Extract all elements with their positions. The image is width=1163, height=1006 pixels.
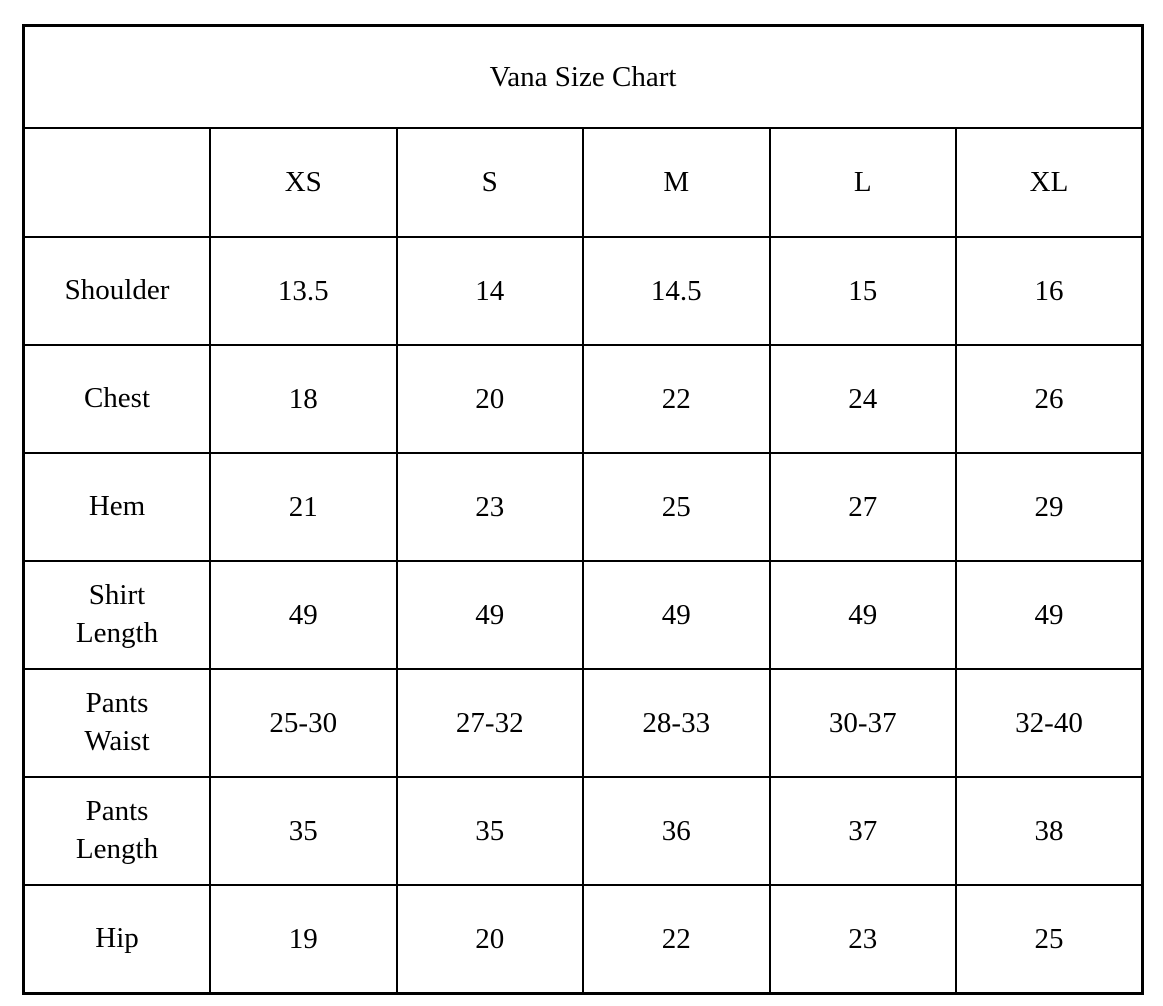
table-row: Chest 18 20 22 24 26 [22, 344, 1144, 454]
table-cell: 21 [209, 452, 398, 562]
column-header-l: L [768, 127, 957, 238]
table-cell: 49 [768, 560, 957, 670]
table-cell: 15 [768, 236, 957, 346]
table-cell: 35 [209, 776, 398, 886]
column-header-xl: XL [955, 127, 1144, 238]
table-cell: 29 [955, 452, 1144, 562]
row-label: Hip [22, 884, 211, 995]
table-cell: 27-32 [395, 668, 584, 778]
table-row: Shoulder 13.5 14 14.5 15 16 [22, 236, 1144, 346]
column-header-s: S [395, 127, 584, 238]
table-cell: 28-33 [582, 668, 771, 778]
corner-cell [22, 127, 211, 238]
table-cell: 26 [955, 344, 1144, 454]
table-cell: 13.5 [209, 236, 398, 346]
table-cell: 30-37 [768, 668, 957, 778]
column-header-xs: XS [209, 127, 398, 238]
title-row: Vana Size Chart [22, 24, 1144, 129]
table-cell: 49 [582, 560, 771, 670]
table-cell: 49 [209, 560, 398, 670]
table-cell: 49 [955, 560, 1144, 670]
table-cell: 25 [955, 884, 1144, 995]
table-cell: 14.5 [582, 236, 771, 346]
table-cell: 19 [209, 884, 398, 995]
table-row: Pants Waist 25-30 27-32 28-33 30-37 32-40 [22, 668, 1144, 778]
table-cell: 36 [582, 776, 771, 886]
table-cell: 16 [955, 236, 1144, 346]
table-cell: 22 [582, 344, 771, 454]
table-cell: 25-30 [209, 668, 398, 778]
table-cell: 35 [395, 776, 584, 886]
row-label: Shoulder [22, 236, 211, 346]
row-label: Pants Length [22, 776, 211, 886]
table-cell: 38 [955, 776, 1144, 886]
row-label: Shirt Length [22, 560, 211, 670]
table-cell: 20 [395, 344, 584, 454]
table-cell: 24 [768, 344, 957, 454]
table-cell: 18 [209, 344, 398, 454]
table-row: Hip 19 20 22 23 25 [22, 884, 1144, 995]
row-label: Hem [22, 452, 211, 562]
table-cell: 49 [395, 560, 584, 670]
table-cell: 23 [395, 452, 584, 562]
header-row: XS S M L XL [22, 127, 1144, 238]
table-cell: 32-40 [955, 668, 1144, 778]
table-cell: 23 [768, 884, 957, 995]
table-row: Shirt Length 49 49 49 49 49 [22, 560, 1144, 670]
table-cell: 27 [768, 452, 957, 562]
table-cell: 22 [582, 884, 771, 995]
table-cell: 25 [582, 452, 771, 562]
row-label: Pants Waist [22, 668, 211, 778]
table-cell: 20 [395, 884, 584, 995]
table-cell: 37 [768, 776, 957, 886]
size-chart-table: Vana Size Chart XS S M L XL Shoulder 13.5 14 14… [22, 24, 1144, 995]
table-cell: 14 [395, 236, 584, 346]
table-row: Hem 21 23 25 27 29 [22, 452, 1144, 562]
table-title: Vana Size Chart [22, 24, 1144, 129]
table-row: Pants Length 35 35 36 37 38 [22, 776, 1144, 886]
row-label: Chest [22, 344, 211, 454]
column-header-m: M [582, 127, 771, 238]
